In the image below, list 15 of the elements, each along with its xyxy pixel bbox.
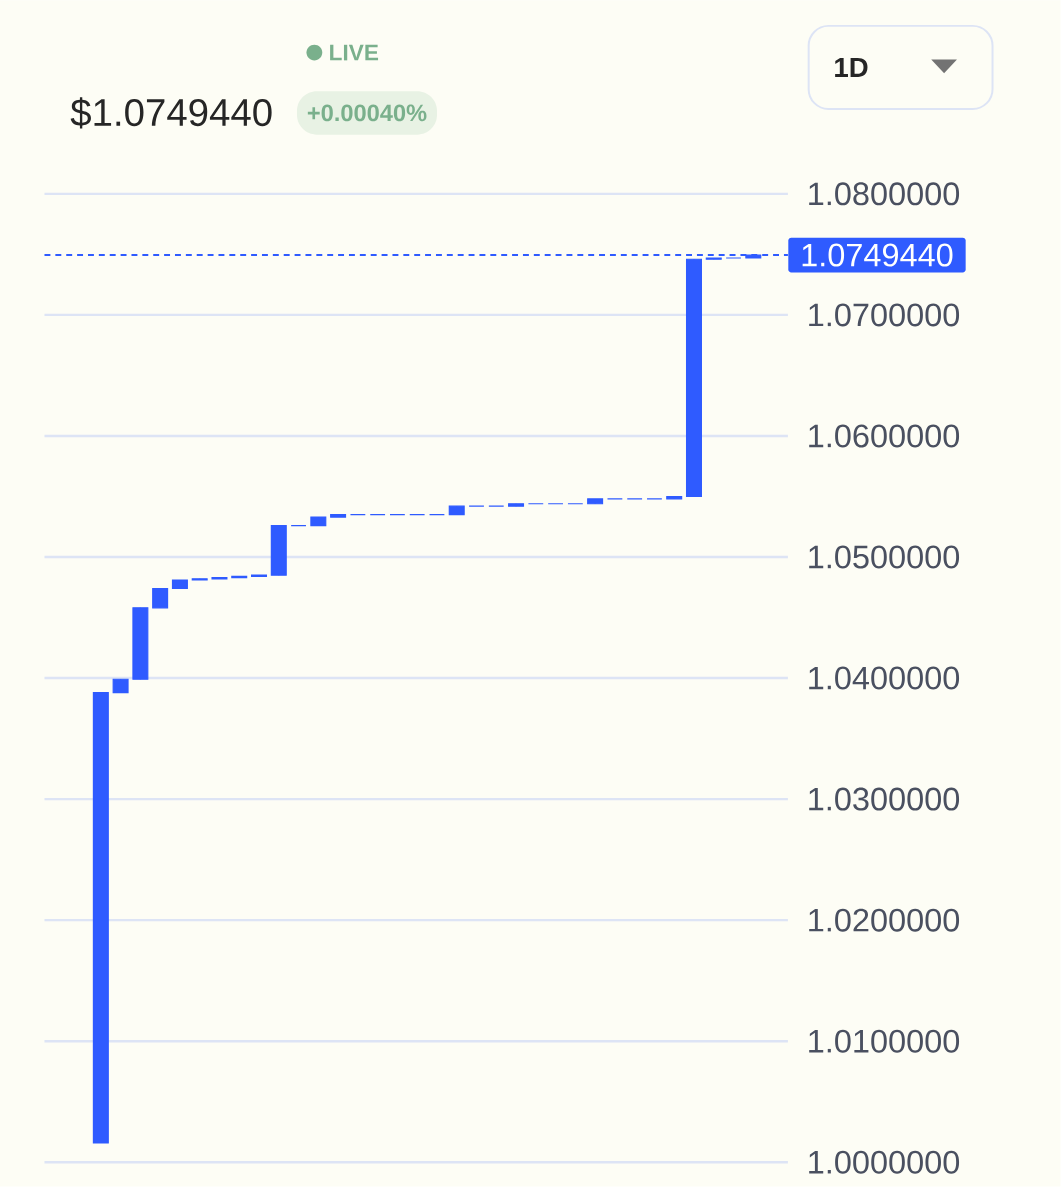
y-tick-label: 1.0200000 (809, 908, 960, 932)
y-tick-label: 1.0000000 (809, 1150, 960, 1174)
annotation: LIVE (330, 44, 379, 61)
text: 1D (835, 57, 868, 77)
y-tick-label: 1.0400000 (809, 666, 960, 690)
y-tick-label: 1.0800000 (809, 182, 960, 206)
y-tick-label: 1.0700000 (809, 303, 960, 327)
y-tick-label: 1.0600000 (809, 424, 960, 448)
y-tick-label: 1.0100000 (809, 1029, 960, 1053)
y-tick-label: 1.0500000 (809, 545, 960, 569)
ref-line-label: 1.0749440 (802, 243, 953, 267)
candlestick (152, 587, 169, 609)
y-tick-label: 1.0300000 (809, 787, 960, 811)
annotation: +0.00040% (307, 104, 427, 122)
text: $1.0749440 (70, 97, 272, 129)
